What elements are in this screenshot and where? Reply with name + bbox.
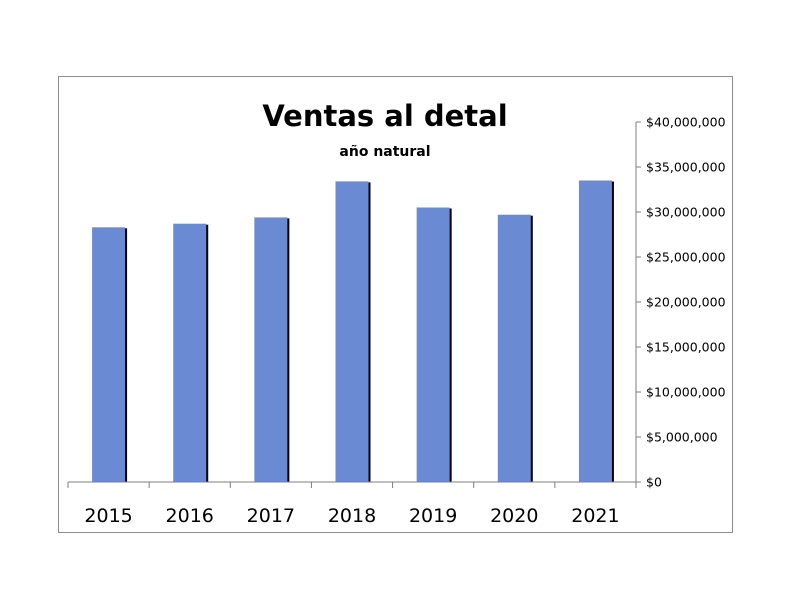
bar <box>173 223 207 482</box>
x-tick-label: 2016 <box>166 505 214 527</box>
x-tick-label: 2019 <box>409 505 457 527</box>
bar <box>92 227 126 482</box>
x-tick-label: 2018 <box>328 505 376 527</box>
y-axis: $0 $5,000,000 $10,000,000 $15,000,000 $20,00… <box>635 115 726 490</box>
y-tick-label: $5,000,000 <box>646 430 718 445</box>
bar-2016 <box>173 223 209 482</box>
bar <box>578 180 612 482</box>
chart-subtitle: año natural <box>339 144 430 160</box>
chart-frame <box>58 76 733 533</box>
x-tick-label: 2017 <box>247 505 295 527</box>
y-tick-label: $10,000,000 <box>646 385 726 400</box>
y-tick-label: $20,000,000 <box>646 295 726 310</box>
y-tick-label: $40,000,000 <box>646 115 726 130</box>
bar <box>497 214 531 482</box>
x-tick-label: 2021 <box>571 505 619 527</box>
bar-2019 <box>416 207 452 482</box>
y-tick-label: $35,000,000 <box>646 160 726 175</box>
x-tick-label: 2020 <box>490 505 538 527</box>
y-tick-label: $0 <box>646 475 662 490</box>
bar-2018 <box>335 181 371 482</box>
bar-2017 <box>254 217 290 482</box>
bar-2021 <box>578 180 614 482</box>
bar <box>254 217 288 482</box>
bars-group <box>92 180 614 482</box>
x-axis: 2015 2016 2017 2018 2019 2020 2021 <box>67 481 637 527</box>
y-tick-label: $25,000,000 <box>646 250 726 265</box>
bar-2015 <box>92 227 128 482</box>
bar <box>416 207 450 482</box>
chart-title: Ventas al detal <box>262 99 507 133</box>
x-tick-label: 2015 <box>84 505 132 527</box>
bar <box>335 181 369 482</box>
bar-2020 <box>497 214 533 482</box>
y-tick-label: $15,000,000 <box>646 340 726 355</box>
y-tick-label: $30,000,000 <box>646 205 726 220</box>
